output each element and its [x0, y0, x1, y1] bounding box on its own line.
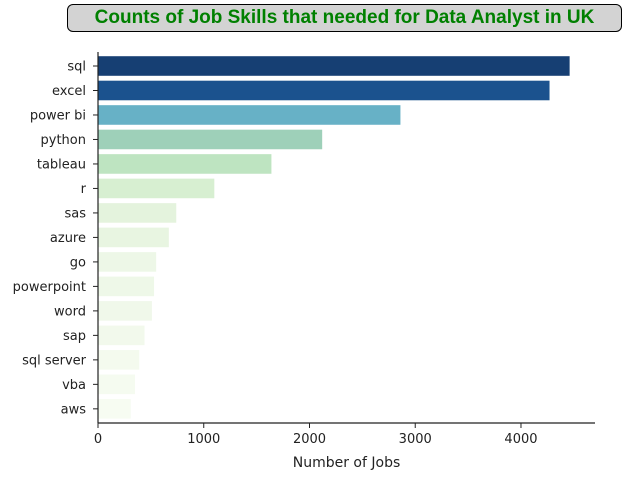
bar-powerpoint	[98, 276, 155, 297]
x-tick-label: 4000	[504, 432, 537, 447]
x-axis-label: Number of Jobs	[293, 455, 401, 471]
y-tick-label: azure	[50, 231, 86, 246]
y-tick-label: python	[41, 133, 86, 148]
bar-sap	[98, 325, 145, 346]
y-tick-label: r	[81, 182, 87, 197]
x-tick-label: 2000	[293, 432, 326, 447]
bars-group	[98, 56, 570, 419]
y-axis-ticks: sql excel power bi python tableau r sas azure go…	[13, 60, 98, 417]
bar-sql	[98, 56, 570, 76]
chart-title: Counts of Job Skills that needed for Dat…	[94, 7, 595, 28]
y-tick-label: word	[54, 304, 86, 319]
y-tick-label: go	[70, 255, 86, 270]
y-tick-label: sql server	[22, 353, 87, 368]
x-tick-label: 3000	[399, 432, 432, 447]
chart-title-box: Counts of Job Skills that needed for Dat…	[67, 4, 622, 32]
x-tick-label: 0	[94, 432, 102, 447]
y-tick-label: sap	[63, 329, 86, 344]
bar-tableau	[98, 154, 272, 174]
bar-r	[98, 178, 215, 199]
bar-vba	[98, 374, 136, 395]
bar-sql-server	[98, 350, 140, 370]
y-tick-label: powerpoint	[13, 280, 86, 295]
y-tick-label: sas	[64, 206, 86, 221]
x-tick-label: 1000	[187, 432, 220, 447]
bar-go	[98, 252, 157, 272]
bar-excel	[98, 80, 550, 101]
bar-sas	[98, 203, 177, 223]
y-tick-label: aws	[61, 402, 87, 417]
bar-python	[98, 129, 323, 150]
y-tick-label: vba	[62, 378, 86, 393]
bar-word	[98, 301, 152, 321]
bar-power-bi	[98, 105, 401, 125]
x-axis-ticks: 0 1000 2000 3000 4000	[94, 423, 538, 447]
bar-azure	[98, 227, 169, 248]
y-tick-label: tableau	[37, 157, 86, 172]
bar-aws	[98, 399, 131, 419]
y-tick-label: excel	[52, 84, 86, 99]
y-tick-label: sql	[67, 60, 86, 75]
y-tick-label: power bi	[30, 108, 86, 123]
